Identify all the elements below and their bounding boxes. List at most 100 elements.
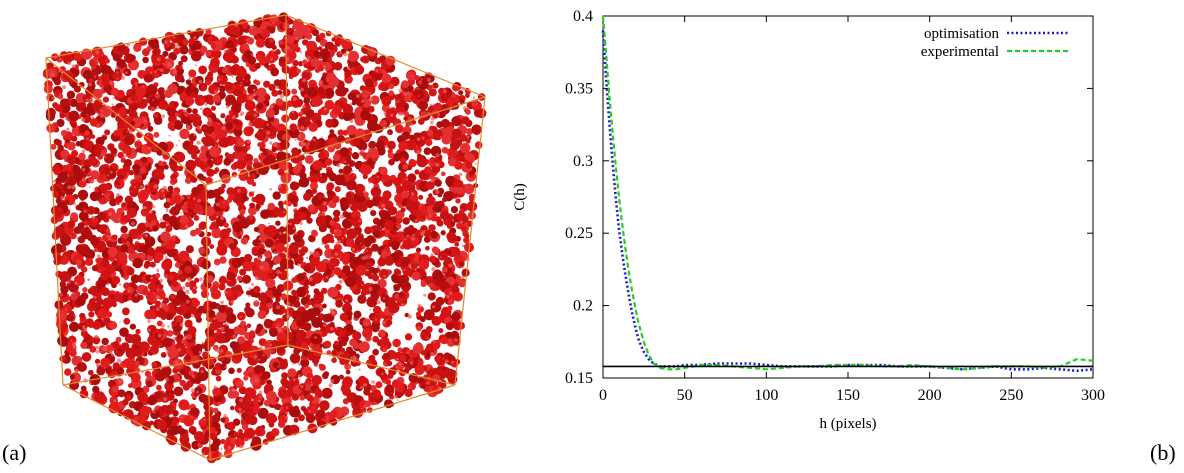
particle-blob xyxy=(352,256,361,265)
particle-blob xyxy=(58,207,63,212)
particle-blob xyxy=(323,340,332,349)
particle-highlight xyxy=(279,231,282,235)
particle-blob xyxy=(218,85,226,92)
particle-blob xyxy=(382,352,390,360)
particle-blob xyxy=(391,240,400,250)
particle-blob xyxy=(137,275,144,283)
particle-blob xyxy=(94,144,101,151)
particle-highlight xyxy=(299,221,303,225)
particle-highlight xyxy=(248,438,251,441)
y-tick-label: 0.2 xyxy=(573,298,593,315)
particle-blob xyxy=(53,226,65,237)
particle-blob xyxy=(292,25,297,30)
particle-highlight xyxy=(442,357,445,360)
particle-blob xyxy=(364,262,373,271)
particle-highlight xyxy=(204,103,208,106)
particle-highlight xyxy=(320,136,323,139)
particle-blob xyxy=(121,295,129,302)
particle-highlight xyxy=(394,395,398,399)
particle-highlight xyxy=(218,402,221,405)
particle-highlight xyxy=(458,319,462,323)
particle-highlight xyxy=(227,181,230,183)
particle-blob xyxy=(361,283,373,295)
particle-blob xyxy=(176,67,185,76)
particle-highlight xyxy=(275,85,279,89)
particle-blob xyxy=(426,129,434,136)
particle-blob xyxy=(253,117,265,129)
particle-highlight xyxy=(291,110,295,114)
particle-blob xyxy=(401,190,409,199)
particle-highlight xyxy=(182,109,186,113)
particle-highlight xyxy=(180,211,182,214)
particle-blob xyxy=(198,375,204,381)
particle-blob xyxy=(236,138,245,147)
particle-blob xyxy=(302,59,308,65)
particle-highlight xyxy=(137,139,140,142)
particle-blob xyxy=(193,215,200,221)
particle-highlight xyxy=(173,123,175,126)
panel-b-label: (b) xyxy=(1150,440,1176,465)
particle-highlight xyxy=(296,263,300,267)
particle-highlight xyxy=(81,149,86,153)
particle-blob xyxy=(238,327,246,336)
legend-label-experimental: experimental xyxy=(921,44,999,60)
particle-blob xyxy=(109,321,118,330)
particle-blob xyxy=(112,71,123,82)
particle-highlight xyxy=(197,198,202,203)
particle-highlight xyxy=(325,275,329,280)
particle-blob xyxy=(75,140,82,147)
particle-blob xyxy=(146,84,158,96)
particle-blob xyxy=(224,288,233,297)
particle-highlight xyxy=(223,384,226,387)
particle-highlight xyxy=(346,66,350,70)
particle-blob xyxy=(210,322,220,331)
particle-highlight xyxy=(94,334,99,339)
particle-blob xyxy=(329,321,335,328)
particle-blob xyxy=(128,109,138,119)
particle-blob xyxy=(57,93,64,100)
particle-blob xyxy=(420,383,426,389)
particle-highlight xyxy=(308,276,313,282)
particle-highlight xyxy=(292,362,295,365)
particle-blob xyxy=(236,367,242,373)
particle-highlight xyxy=(306,56,311,61)
particle-highlight xyxy=(184,224,189,229)
particle-blob xyxy=(177,270,183,275)
particle-blob xyxy=(80,245,91,256)
particle-blob xyxy=(254,193,266,205)
particle-blob xyxy=(111,302,117,308)
particle-highlight xyxy=(403,92,407,96)
particle-blob xyxy=(321,387,333,399)
particle-blob xyxy=(416,156,428,168)
particle-blob xyxy=(129,54,136,62)
particle-blob xyxy=(134,360,140,366)
particle-blob xyxy=(407,384,412,390)
particle-highlight xyxy=(444,359,449,364)
particle-blob xyxy=(296,273,305,282)
particle-highlight xyxy=(238,398,244,403)
particle-highlight xyxy=(311,383,314,387)
particle-blob xyxy=(269,328,279,337)
particle-blob xyxy=(105,228,111,233)
particle-blob xyxy=(310,256,320,267)
particle-blob xyxy=(434,102,443,111)
particle-highlight xyxy=(248,287,251,290)
particle-highlight xyxy=(458,172,463,177)
particle-blob xyxy=(180,77,185,83)
particle-blob xyxy=(317,86,325,94)
particle-blob xyxy=(303,192,312,201)
particle-blob xyxy=(259,261,270,272)
particle-blob xyxy=(208,99,214,105)
particle-blob xyxy=(210,57,220,68)
particle-blob xyxy=(122,410,129,417)
particle-blob xyxy=(136,177,142,183)
series-line-optimisation xyxy=(601,30,1094,373)
particle-blob xyxy=(326,350,332,355)
particle-blob xyxy=(272,288,282,299)
particle-blob xyxy=(84,130,90,136)
particle-blob xyxy=(248,191,255,197)
particle-blob xyxy=(86,220,92,226)
particle-highlight xyxy=(87,278,91,282)
particle-blob xyxy=(167,347,179,359)
particle-highlight xyxy=(430,178,434,183)
